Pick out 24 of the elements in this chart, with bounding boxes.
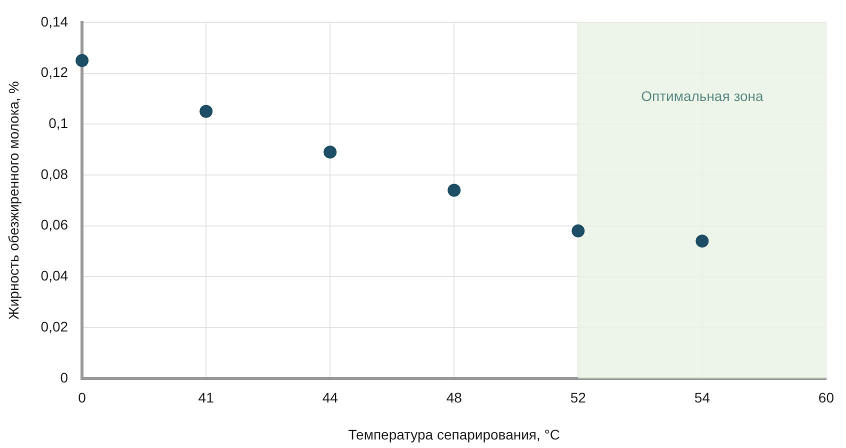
- x-tick-label: 52: [570, 390, 586, 406]
- x-axis-title: Температура сепарирования, °C: [348, 426, 560, 442]
- point: [200, 104, 213, 118]
- y-tick-label: 0: [60, 369, 68, 386]
- point: [696, 234, 709, 248]
- y-tick-label: 0,14: [40, 13, 68, 30]
- y-tick-label: 0,06: [40, 216, 68, 233]
- y-tick-label: 0,04: [40, 268, 68, 284]
- x-tick-label: 44: [322, 390, 338, 406]
- x-tick-label: 0: [78, 390, 86, 406]
- x-tick-label: 41: [198, 390, 214, 406]
- x-tick-label: 60: [818, 390, 834, 406]
- y-tick-label: 0,08: [40, 166, 68, 182]
- point: [324, 146, 337, 159]
- x-tick-label: 54: [694, 390, 710, 406]
- point: [572, 224, 585, 238]
- y-tick-label: 0,1: [48, 114, 68, 131]
- band-label: Оптимальная зона: [641, 88, 764, 104]
- y-tick-label: 0,12: [40, 64, 68, 80]
- point: [76, 54, 89, 68]
- y-axis-title: Жирность обезжиренного молока, %: [5, 81, 22, 320]
- x-tick-label: 48: [446, 390, 462, 406]
- y-tick-label: 0,02: [40, 318, 68, 334]
- point: [448, 184, 461, 197]
